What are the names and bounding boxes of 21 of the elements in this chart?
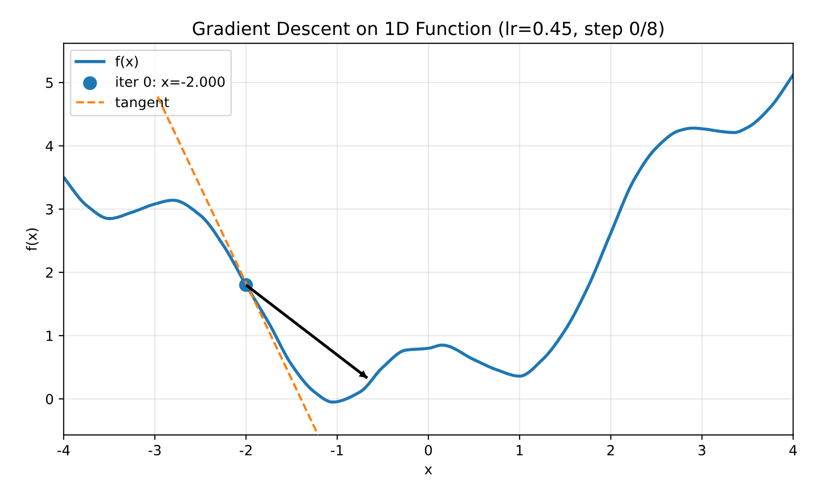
y-tick-label: 3 [46, 204, 53, 215]
legend-label: f(x) [115, 56, 138, 68]
y-tick-label: 1 [46, 330, 53, 341]
y-axis-title: f(x) [26, 228, 38, 251]
legend-label: tangent [115, 97, 170, 110]
x-tick-label: 0 [424, 444, 432, 456]
y-tick-label: 2 [46, 267, 53, 278]
x-tick-label: 4 [789, 445, 797, 456]
y-tick-label: 5 [46, 78, 53, 88]
x-tick-label: -1 [330, 445, 343, 456]
chart-title: Gradient Descent on 1D Function (lr=0.45, step 0/8) [192, 21, 664, 39]
x-tick-label: 1 [516, 445, 523, 456]
x-tick-label: -2 [240, 444, 252, 456]
x-axis-title: x [424, 466, 432, 474]
x-tick-label: -3 [148, 444, 161, 456]
x-tick-label: 3 [698, 444, 706, 456]
x-tick-label: 2 [607, 444, 614, 456]
legend-label: iter 0: x=-2.000 [116, 76, 225, 87]
y-tick-label: 0 [46, 394, 54, 404]
y-tick-label: 4 [46, 140, 54, 152]
x-tick-label: -4 [57, 445, 70, 456]
